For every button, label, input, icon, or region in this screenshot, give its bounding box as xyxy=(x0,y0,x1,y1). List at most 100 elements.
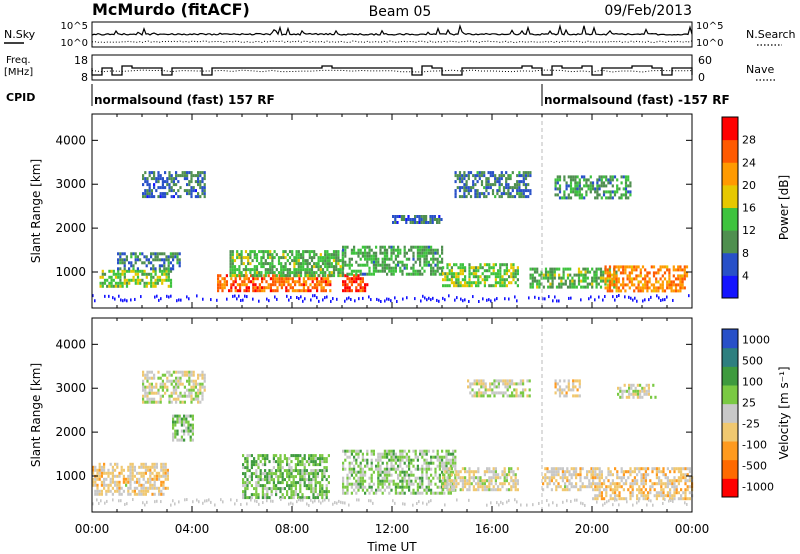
echo-cell xyxy=(277,466,280,470)
echo-cell xyxy=(386,461,389,465)
echo-cell xyxy=(674,286,678,290)
echo-cell xyxy=(609,181,612,185)
echo-cell xyxy=(123,278,126,282)
echo-cell xyxy=(397,491,400,495)
echo-cell xyxy=(419,491,422,495)
echo-cell xyxy=(522,394,525,398)
echo-cell xyxy=(394,467,397,471)
echo-cell xyxy=(639,280,642,284)
echo-cell xyxy=(661,280,664,284)
echo-cell xyxy=(425,476,428,480)
echo-cell xyxy=(441,461,444,465)
scatter-cell xyxy=(464,298,466,302)
echo-cell xyxy=(571,276,574,280)
echo-cell xyxy=(236,250,239,254)
echo-cell xyxy=(190,385,193,389)
echo-cell xyxy=(644,476,647,480)
scatter-cell xyxy=(624,295,626,299)
echo-cell xyxy=(489,171,492,175)
echo-cell xyxy=(618,491,621,495)
echo-cell xyxy=(148,171,151,175)
echo-cell xyxy=(578,394,581,398)
echo-cell xyxy=(321,496,324,500)
echo-cell xyxy=(512,473,515,477)
echo-cell xyxy=(556,181,559,185)
echo-cell xyxy=(167,267,170,271)
echo-cell xyxy=(666,286,669,290)
echo-cell xyxy=(288,268,292,272)
echo-cell xyxy=(383,473,386,477)
echo-cell xyxy=(172,255,175,259)
echo-cell xyxy=(259,484,262,488)
echo-cell xyxy=(122,474,125,478)
echo-cell xyxy=(308,256,311,260)
echo-cell xyxy=(529,267,532,271)
echo-cell xyxy=(348,260,351,264)
echo-cell xyxy=(366,449,369,453)
echo-cell xyxy=(190,177,193,181)
echo-cell xyxy=(668,286,671,290)
echo-cell xyxy=(464,485,467,489)
echo-cell xyxy=(558,175,562,179)
echo-cell xyxy=(279,487,282,491)
echo-cell xyxy=(103,471,106,475)
echo-cell xyxy=(606,286,609,290)
echo-cell xyxy=(253,493,256,497)
echo-cell xyxy=(114,480,117,484)
echo-cell xyxy=(438,215,441,218)
echo-cell xyxy=(531,285,534,289)
scatter-cell xyxy=(96,498,98,502)
echo-cell xyxy=(592,470,595,474)
echo-cell xyxy=(498,195,501,199)
echo-cell xyxy=(388,467,391,471)
echo-cell xyxy=(178,264,181,268)
echo-cell xyxy=(165,258,168,262)
echo-cell xyxy=(544,267,548,271)
echo-cell xyxy=(313,286,316,290)
echo-cell xyxy=(274,280,277,284)
echo-cell xyxy=(270,487,273,491)
echo-cell xyxy=(646,289,649,293)
echo-cell xyxy=(565,181,568,185)
echo-cell xyxy=(632,395,635,399)
echo-cell xyxy=(160,483,163,487)
echo-cell xyxy=(386,467,389,471)
scatter-cell xyxy=(346,297,348,301)
echo-cell xyxy=(162,462,165,466)
echo-cell xyxy=(479,479,482,483)
echo-cell xyxy=(203,388,206,392)
echo-cell xyxy=(429,221,432,224)
echo-cell xyxy=(613,277,616,281)
echo-cell xyxy=(296,289,299,293)
echo-cell xyxy=(455,470,458,474)
echo-cell xyxy=(161,379,164,383)
echo-cell xyxy=(421,272,424,276)
echo-cell xyxy=(626,274,629,278)
echo-cell xyxy=(636,392,639,396)
echo-cell xyxy=(178,420,181,424)
echo-cell xyxy=(488,263,491,267)
echo-cell xyxy=(446,272,449,276)
echo-cell xyxy=(611,497,614,501)
echo-cell xyxy=(474,195,477,199)
echo-cell xyxy=(192,379,195,383)
echo-cell xyxy=(100,471,103,475)
echo-cell xyxy=(381,461,384,465)
echo-cell xyxy=(109,483,112,487)
echo-cell xyxy=(161,180,164,184)
echo-cell xyxy=(319,256,322,260)
echo-cell xyxy=(392,269,395,273)
echo-cell xyxy=(223,277,226,281)
echo-cell xyxy=(553,267,556,271)
scatter-cell xyxy=(210,500,212,504)
echo-cell xyxy=(117,261,120,265)
echo-cell xyxy=(323,460,326,464)
echo-cell xyxy=(155,486,158,490)
echo-cell xyxy=(244,481,247,485)
echo-cell xyxy=(190,186,193,190)
echo-cell xyxy=(176,432,179,436)
echo-cell xyxy=(172,426,175,430)
echo-cell xyxy=(187,414,190,418)
scatter-cell xyxy=(558,299,560,303)
echo-cell xyxy=(527,174,530,178)
